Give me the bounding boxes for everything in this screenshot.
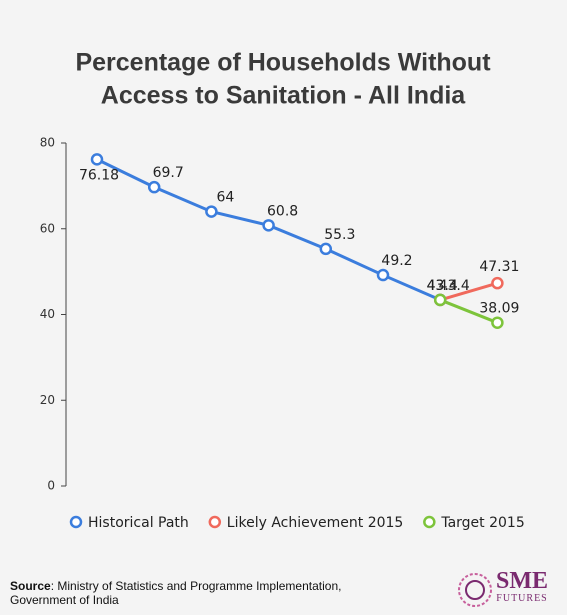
- point: [491, 316, 504, 329]
- data-label: 43.4: [427, 278, 458, 294]
- y-tick-label: 0: [47, 479, 55, 493]
- point: [90, 153, 104, 166]
- point: [433, 293, 447, 307]
- data-label: 76.18: [79, 167, 119, 183]
- chart: Percentage of Households Without Access …: [40, 49, 525, 531]
- point: [319, 242, 333, 256]
- series-line: [439, 281, 498, 302]
- point: [491, 276, 504, 290]
- source: Source: Ministry of Statistics and Progr…: [10, 579, 370, 607]
- logo-text: FUTURES: [496, 593, 548, 604]
- point: [205, 205, 218, 218]
- logo-text: SME: [496, 568, 549, 594]
- point: [376, 268, 390, 282]
- y-tick-label: 60: [40, 221, 55, 235]
- data-label: 43.4: [427, 278, 458, 294]
- legend-marker: [208, 515, 222, 529]
- legend-marker: [423, 515, 436, 529]
- y-tick-label: 40: [40, 307, 55, 321]
- legend-label: Target 2015: [440, 515, 524, 531]
- source-text: : Ministry of Statistics and Programme I…: [10, 579, 342, 607]
- data-label: 43.4: [439, 278, 470, 294]
- logo-icon: [458, 573, 492, 607]
- point: [147, 180, 161, 194]
- source-label: Source: [10, 579, 51, 593]
- data-label: 69.7: [153, 165, 184, 181]
- legend-label: Likely Achievement 2015: [227, 515, 404, 531]
- data-label: 49.2: [381, 253, 412, 269]
- point: [262, 219, 275, 232]
- y-tick-label: 20: [40, 393, 55, 407]
- chart-title: Access to Sanitation - All India: [101, 82, 467, 110]
- data-label: 60.8: [267, 203, 298, 219]
- data-label: 47.31: [479, 259, 519, 275]
- data-label: 64: [216, 190, 234, 206]
- legend-marker: [69, 515, 83, 529]
- series-line: [439, 298, 498, 325]
- data-label: 55.3: [324, 227, 355, 243]
- legend-label: Historical Path: [88, 515, 189, 531]
- y-tick-label: 80: [40, 136, 55, 150]
- data-label: 38.09: [479, 301, 519, 317]
- chart-title: Percentage of Households Without: [75, 49, 491, 77]
- logo: SME FUTURES: [496, 569, 548, 604]
